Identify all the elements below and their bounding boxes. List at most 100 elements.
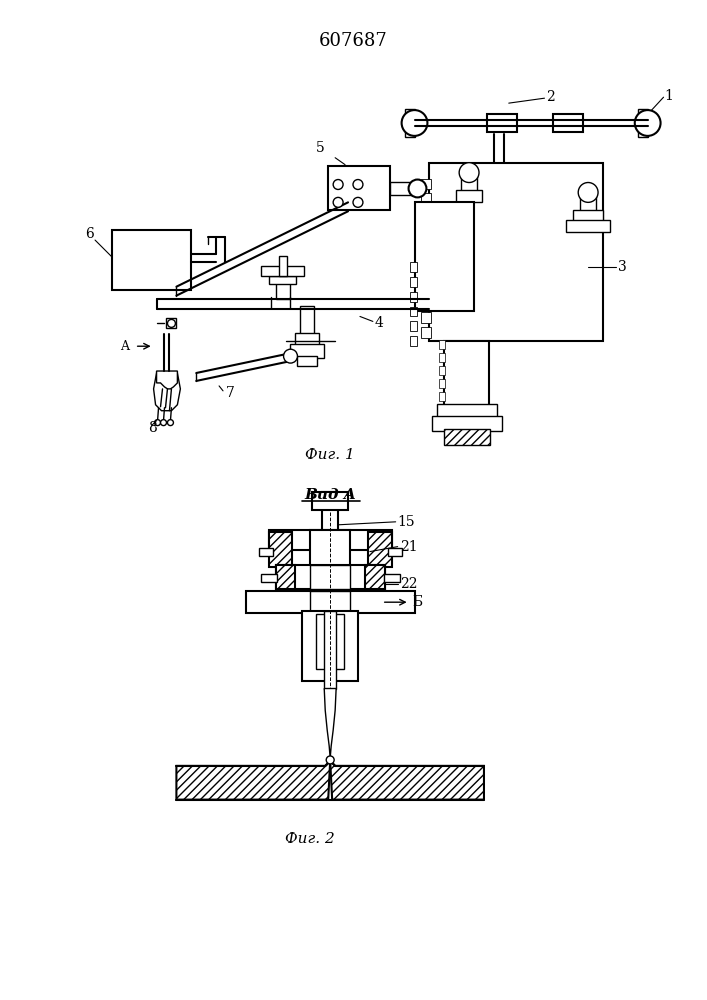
Text: 6: 6 [86, 227, 94, 241]
Text: Вид A: Вид A [304, 488, 356, 502]
Circle shape [353, 180, 363, 189]
Text: 1: 1 [665, 89, 673, 103]
Bar [421, 208, 431, 219]
Bar [368, 532, 392, 567]
Text: 3: 3 [618, 260, 626, 274]
Polygon shape [156, 371, 177, 389]
Circle shape [284, 349, 298, 363]
Text: 5: 5 [316, 141, 325, 155]
Bar [439, 379, 445, 388]
Circle shape [168, 319, 175, 327]
Bar [438, 404, 497, 418]
Text: 22: 22 [399, 577, 417, 591]
Bar [259, 548, 273, 556]
Bar [409, 336, 418, 346]
Bar [421, 283, 431, 294]
Bar [421, 193, 431, 204]
Bar [112, 230, 192, 290]
Polygon shape [325, 689, 336, 758]
Bar [421, 268, 431, 279]
Bar [456, 190, 482, 202]
Circle shape [409, 180, 426, 197]
Bar [409, 307, 418, 316]
Bar [433, 416, 502, 431]
Circle shape [402, 110, 428, 136]
Bar [387, 548, 402, 556]
Bar [444, 341, 489, 406]
Bar [421, 312, 431, 323]
Bar [246, 591, 414, 613]
Bar [310, 591, 350, 613]
Bar [461, 171, 477, 192]
Bar [439, 353, 445, 362]
Bar [269, 276, 296, 284]
Text: 21: 21 [399, 540, 417, 554]
Bar [439, 366, 445, 375]
Bar [421, 223, 431, 234]
Circle shape [578, 183, 598, 202]
Bar [414, 202, 474, 311]
Bar [269, 530, 392, 550]
Bar [276, 277, 289, 299]
Bar [279, 256, 286, 276]
Bar [269, 532, 293, 567]
Bar [298, 356, 317, 366]
Bar [421, 238, 431, 249]
Bar [384, 574, 399, 582]
Text: A: A [119, 340, 129, 353]
Text: Фиг. 2: Фиг. 2 [286, 832, 335, 846]
Bar [328, 166, 390, 210]
Circle shape [459, 163, 479, 183]
Bar [429, 163, 603, 341]
Circle shape [333, 180, 343, 189]
Circle shape [333, 197, 343, 207]
Bar [409, 262, 418, 272]
Bar [409, 277, 418, 287]
Bar [638, 109, 648, 137]
Circle shape [160, 420, 166, 426]
Text: 607687: 607687 [319, 32, 387, 50]
Bar [421, 253, 431, 264]
Bar [404, 109, 414, 137]
Bar [421, 179, 431, 189]
Circle shape [635, 110, 660, 136]
Bar [261, 574, 276, 582]
Bar [310, 565, 350, 589]
Bar [573, 210, 603, 222]
Bar [566, 220, 610, 232]
Bar [291, 344, 325, 358]
Bar [312, 492, 348, 510]
Polygon shape [153, 373, 180, 411]
Bar [316, 614, 344, 669]
Text: 2: 2 [547, 90, 555, 104]
Bar [296, 333, 320, 346]
Bar [276, 565, 296, 589]
Bar [390, 182, 414, 195]
Bar [365, 565, 385, 589]
Bar [303, 611, 358, 681]
Circle shape [168, 420, 173, 426]
Bar [322, 492, 338, 532]
Bar [409, 292, 418, 302]
Bar [421, 327, 431, 338]
Bar [421, 298, 431, 309]
Bar [554, 114, 583, 132]
Bar [325, 611, 336, 689]
Bar [261, 266, 305, 276]
Text: 4: 4 [375, 316, 384, 330]
Text: Фиг. 1: Фиг. 1 [305, 448, 355, 462]
Bar [409, 321, 418, 331]
Bar [310, 530, 350, 569]
Text: 15: 15 [397, 515, 415, 529]
Bar [580, 190, 596, 212]
Bar [439, 392, 445, 401]
Bar [300, 306, 315, 335]
Circle shape [353, 197, 363, 207]
Bar [444, 429, 490, 445]
Polygon shape [330, 761, 484, 800]
Bar [487, 114, 517, 132]
Text: 8: 8 [148, 421, 158, 435]
Bar [166, 318, 177, 328]
Text: Б: Б [412, 595, 423, 609]
Circle shape [326, 756, 334, 764]
